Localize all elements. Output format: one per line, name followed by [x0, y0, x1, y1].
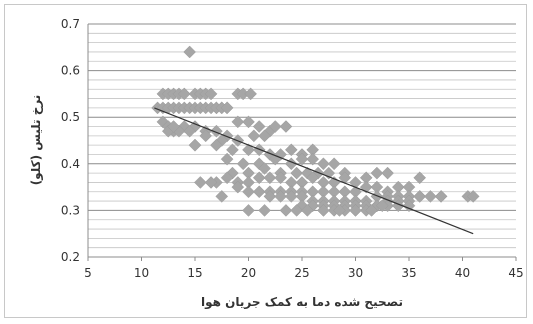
- data-point: [317, 157, 330, 171]
- data-point: [244, 87, 257, 101]
- x-tick-label: 20: [241, 266, 256, 280]
- data-point: [349, 204, 362, 217]
- data-point: [220, 101, 234, 115]
- data-point: [226, 143, 239, 157]
- data-point: [188, 120, 202, 133]
- data-point: [424, 190, 437, 203]
- data-point: [375, 199, 389, 213]
- data-point: [247, 129, 261, 143]
- y-tick-label: 0.2: [61, 250, 80, 264]
- y-tick-label: 0.4: [61, 157, 80, 171]
- x-tick-label: 40: [455, 266, 470, 280]
- data-point: [434, 190, 448, 203]
- data-point: [252, 185, 266, 199]
- data-point: [295, 152, 309, 166]
- data-point: [263, 190, 277, 203]
- data-point: [231, 180, 245, 194]
- data-point: [188, 138, 202, 152]
- data-point: [274, 171, 287, 185]
- y-tick-labels: 0.2 0.3 0.4 0.5 0.6 0.7: [61, 17, 80, 264]
- x-axis-title: تصحیح شده دما به کمک جریان هوا: [201, 295, 403, 310]
- data-point: [413, 190, 427, 203]
- x-tick-label: 5: [84, 266, 92, 280]
- y-tick-label: 0.5: [61, 110, 80, 124]
- y-axis-title: نرخ تلیس (کلو): [29, 95, 44, 186]
- data-point: [284, 190, 298, 203]
- data-point: [365, 204, 378, 217]
- data-point: [279, 204, 293, 217]
- data-point: [284, 143, 298, 157]
- y-tick-label: 0.6: [61, 64, 80, 78]
- gridlines: [88, 23, 516, 258]
- data-point: [220, 171, 234, 185]
- data-point: [193, 176, 207, 189]
- data-point: [300, 204, 314, 217]
- data-point: [199, 129, 213, 143]
- data-point: [290, 166, 304, 180]
- data-point: [306, 152, 320, 166]
- data-point: [333, 204, 346, 217]
- data-point: [402, 199, 416, 213]
- data-point: [263, 171, 277, 185]
- data-point: [274, 190, 287, 203]
- x-tick-label: 30: [348, 266, 363, 280]
- data-point: [204, 87, 218, 101]
- data-point: [370, 166, 384, 180]
- data-point: [220, 152, 234, 166]
- data-point: [177, 87, 191, 101]
- x-tick-label: 15: [187, 266, 202, 280]
- data-point: [268, 120, 282, 133]
- data-point: [258, 129, 271, 143]
- data-point: [204, 176, 218, 189]
- data-point: [183, 45, 197, 59]
- data-point: [231, 115, 245, 129]
- x-tick-label: 45: [508, 266, 523, 280]
- data-point: [290, 204, 304, 217]
- trendline: [154, 107, 474, 235]
- data-points: [151, 45, 480, 217]
- x-tick-label: 10: [134, 266, 149, 280]
- data-point: [327, 157, 341, 171]
- data-point: [258, 204, 271, 217]
- axes: [87, 24, 517, 261]
- data-point: [306, 171, 320, 185]
- x-tick-labels: 5 10 15 20 25 30 35 40 45: [84, 266, 523, 280]
- data-point: [413, 171, 427, 185]
- data-point: [381, 166, 394, 180]
- data-point: [210, 138, 223, 152]
- data-point: [183, 124, 197, 138]
- y-tick-label: 0.7: [61, 17, 80, 31]
- data-point: [252, 171, 266, 185]
- trendline-group: [154, 107, 474, 235]
- data-point: [252, 120, 266, 133]
- x-tick-label: 35: [401, 266, 416, 280]
- y-tick-label: 0.3: [61, 203, 80, 217]
- data-point: [215, 190, 229, 203]
- data-point: [242, 204, 255, 217]
- data-point: [177, 120, 191, 133]
- data-point: [279, 120, 293, 133]
- data-point: [466, 190, 480, 203]
- data-point: [338, 171, 352, 185]
- data-point: [242, 115, 255, 129]
- data-point: [236, 157, 250, 171]
- data-point: [317, 204, 330, 217]
- data-point: [167, 120, 180, 133]
- chart-frame: [4, 4, 527, 318]
- data-point: [258, 162, 271, 175]
- data-point: [242, 185, 255, 199]
- x-tick-label: 25: [294, 266, 309, 280]
